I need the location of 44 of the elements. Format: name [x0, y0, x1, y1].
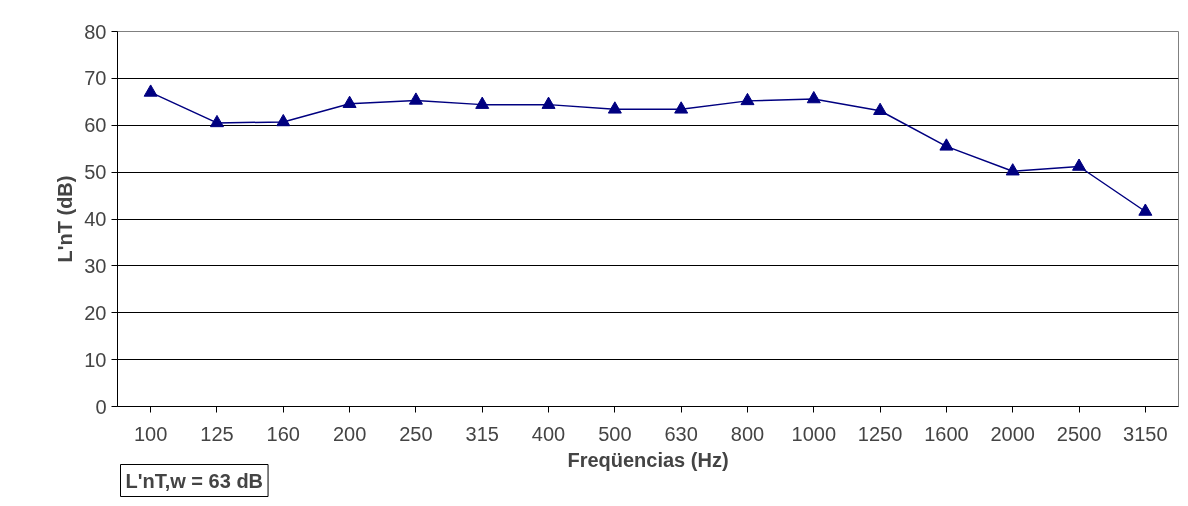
x-tick-label: 3150 — [1123, 422, 1168, 445]
y-tick-label: 30 — [84, 254, 107, 277]
y-tick-label: 20 — [84, 301, 107, 324]
x-tick-label: 100 — [133, 422, 168, 445]
x-axis-title: Freqüencias (Hz) — [567, 448, 729, 471]
y-tick-label: 10 — [84, 348, 107, 371]
y-axis-title: L'nT (dB) — [54, 175, 77, 263]
y-tick-label: 50 — [84, 161, 107, 184]
y-tick-label: 80 — [84, 20, 107, 43]
x-tick-label: 125 — [200, 422, 234, 445]
point — [342, 95, 357, 108]
point — [674, 101, 689, 114]
point — [209, 114, 224, 128]
point — [1072, 158, 1087, 171]
x-tick-label: 2500 — [1056, 422, 1102, 445]
x-tick-label: 200 — [332, 422, 367, 445]
point — [740, 92, 755, 106]
point — [607, 101, 622, 114]
point — [806, 90, 821, 104]
point — [541, 96, 556, 109]
point — [408, 92, 423, 105]
x-tick-label: 1000 — [791, 422, 837, 445]
x-tick-label: 250 — [399, 422, 433, 445]
point — [873, 102, 888, 115]
x-tick-label: 160 — [266, 422, 300, 445]
y-tick-label: 70 — [84, 67, 107, 90]
y-tick-label: 60 — [84, 114, 107, 137]
y-tick-label: 40 — [84, 208, 107, 230]
x-tick-label: 1250 — [857, 422, 903, 445]
x-tick-label: 800 — [730, 422, 765, 445]
x-tick-label: 500 — [598, 422, 632, 445]
text: L'nT,w = 63 dB — [125, 469, 264, 492]
y-tick-label: 0 — [95, 395, 107, 418]
point — [143, 84, 158, 97]
point — [1138, 203, 1153, 216]
point — [276, 113, 291, 127]
point — [475, 96, 490, 109]
x-tick-label: 2000 — [990, 422, 1035, 445]
x-tick-label: 630 — [664, 422, 698, 445]
x-tick-label: 400 — [531, 422, 566, 445]
x-tick-label: 1600 — [924, 422, 969, 445]
point — [939, 138, 954, 151]
point — [1005, 163, 1020, 176]
x-tick-label: 315 — [465, 422, 499, 445]
